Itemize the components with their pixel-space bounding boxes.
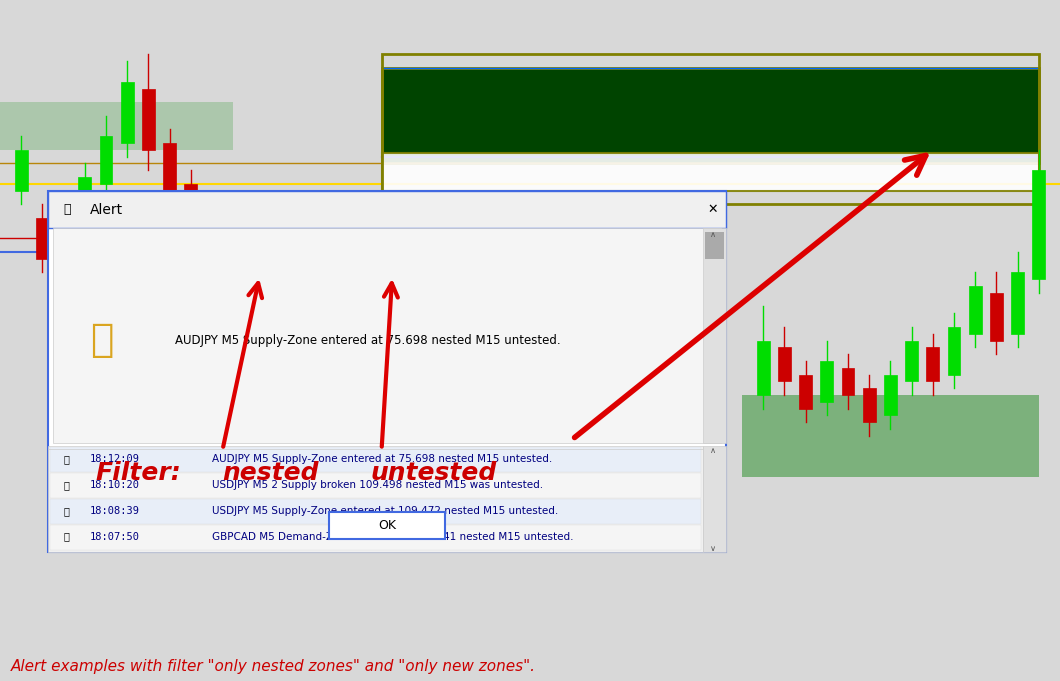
Text: 18:10:20: 18:10:20 — [90, 480, 140, 490]
Bar — [905, 340, 918, 381]
Bar — [926, 347, 939, 381]
Text: USDJPY M5 2 Supply broken 109.498 nested M15 was untested.: USDJPY M5 2 Supply broken 109.498 nested… — [212, 480, 543, 490]
Text: Filter:: Filter: — [95, 461, 181, 486]
Bar — [705, 232, 724, 259]
Text: 🔔: 🔔 — [90, 321, 113, 360]
Text: 🔔: 🔔 — [64, 506, 70, 516]
Text: ✕: ✕ — [707, 203, 718, 217]
Bar — [990, 293, 1003, 340]
Bar — [50, 473, 701, 498]
Bar — [969, 286, 982, 334]
Bar — [15, 150, 28, 191]
Bar — [142, 89, 155, 150]
Bar — [57, 204, 70, 245]
Bar — [248, 272, 261, 313]
Bar — [703, 228, 726, 443]
Text: AUDJPY M5 Supply-Zone entered at 75.698 nested M15 untested.: AUDJPY M5 Supply-Zone entered at 75.698 … — [175, 334, 561, 347]
Bar — [163, 143, 176, 191]
Text: nested: nested — [223, 461, 319, 486]
Bar — [1011, 272, 1024, 334]
Text: 🔔: 🔔 — [64, 480, 70, 490]
Text: USDJPY M5 Supply-Zone entered at 109.472 nested M15 untested.: USDJPY M5 Supply-Zone entered at 109.472… — [212, 506, 559, 516]
Bar — [50, 525, 701, 550]
Text: 18:08:39: 18:08:39 — [90, 506, 140, 516]
Bar — [778, 347, 791, 381]
Bar — [227, 245, 240, 279]
Bar — [48, 446, 703, 552]
Text: Alert: Alert — [90, 203, 123, 217]
Text: 🔔: 🔔 — [64, 203, 71, 217]
Bar — [290, 334, 303, 368]
Bar — [703, 446, 726, 552]
Bar — [820, 361, 833, 402]
Text: OK: OK — [378, 519, 395, 533]
Text: ∨: ∨ — [710, 543, 717, 553]
Text: 🔔: 🔔 — [64, 454, 70, 464]
Bar — [78, 177, 91, 211]
Bar — [206, 218, 218, 252]
Text: GBPCAD M5 Demand-Zone entered at 1.70541 nested M15 untested.: GBPCAD M5 Demand-Zone entered at 1.70541… — [212, 532, 573, 541]
Bar — [863, 388, 876, 422]
FancyBboxPatch shape — [329, 512, 445, 539]
Bar — [121, 82, 134, 143]
Bar — [757, 340, 770, 395]
Bar — [948, 327, 960, 375]
Bar — [382, 54, 1039, 204]
Bar — [50, 447, 701, 472]
Bar — [269, 306, 282, 340]
Bar — [382, 68, 1039, 163]
Text: 18:07:50: 18:07:50 — [90, 532, 140, 541]
Bar — [53, 228, 721, 443]
Bar — [842, 368, 854, 395]
Bar — [36, 218, 49, 259]
Bar — [48, 191, 726, 228]
Bar — [799, 375, 812, 409]
Text: ∧: ∧ — [710, 446, 717, 456]
Bar — [0, 102, 233, 150]
Bar — [50, 499, 701, 524]
Bar — [382, 153, 1039, 191]
Text: ∧: ∧ — [710, 230, 717, 240]
FancyBboxPatch shape — [48, 191, 726, 552]
Bar — [184, 184, 197, 225]
Text: 18:12:09: 18:12:09 — [90, 454, 140, 464]
Bar — [100, 136, 112, 184]
Text: untested: untested — [371, 461, 497, 486]
Text: Alert examples with filter "only nested zones" and "only new zones".: Alert examples with filter "only nested … — [11, 659, 535, 674]
Text: 🔔: 🔔 — [64, 532, 70, 541]
Bar — [742, 395, 1039, 477]
Text: AUDJPY M5 Supply-Zone entered at 75.698 nested M15 untested.: AUDJPY M5 Supply-Zone entered at 75.698 … — [212, 454, 552, 464]
Bar — [884, 375, 897, 415]
Bar — [106, 313, 360, 395]
Bar — [1032, 170, 1045, 279]
